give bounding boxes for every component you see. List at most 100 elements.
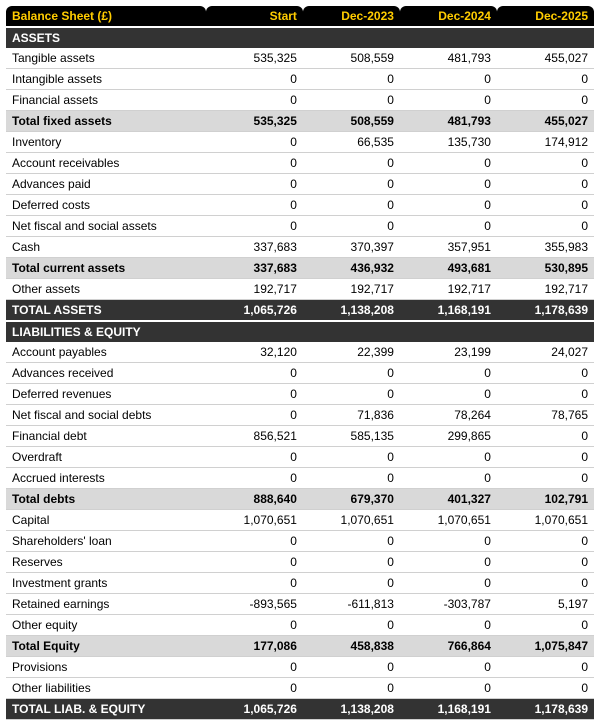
row-value: 535,325 xyxy=(206,48,303,69)
row-value: 481,793 xyxy=(400,111,497,132)
row-value: 493,681 xyxy=(400,258,497,279)
row-value: 0 xyxy=(206,657,303,678)
row-value: 0 xyxy=(206,384,303,405)
row-value: 0 xyxy=(206,468,303,489)
row-value: 0 xyxy=(206,552,303,573)
row-value: 0 xyxy=(497,384,594,405)
table-row: TOTAL LIAB. & EQUITY1,065,7261,138,2081,… xyxy=(6,699,594,720)
row-value: 0 xyxy=(206,573,303,594)
row-value: 0 xyxy=(497,552,594,573)
row-value: 0 xyxy=(303,468,400,489)
table-row: Total debts888,640679,370401,327102,791 xyxy=(6,489,594,510)
header-cell-2023: Dec-2023 xyxy=(303,6,400,27)
row-label: LIABILITIES & EQUITY xyxy=(6,321,594,342)
row-value: 481,793 xyxy=(400,48,497,69)
row-value: 135,730 xyxy=(400,132,497,153)
table-row: Advances paid0000 xyxy=(6,174,594,195)
row-value: 1,065,726 xyxy=(206,699,303,720)
row-value: 1,138,208 xyxy=(303,300,400,322)
row-label: Total current assets xyxy=(6,258,206,279)
row-value: 0 xyxy=(206,174,303,195)
row-value: 357,951 xyxy=(400,237,497,258)
row-value: 0 xyxy=(400,216,497,237)
row-value: 0 xyxy=(497,573,594,594)
row-value: 0 xyxy=(497,657,594,678)
table-row: Capital1,070,6511,070,6511,070,6511,070,… xyxy=(6,510,594,531)
table-row: Shareholders' loan0000 xyxy=(6,531,594,552)
row-value: 0 xyxy=(206,132,303,153)
row-value: 337,683 xyxy=(206,237,303,258)
row-value: -611,813 xyxy=(303,594,400,615)
row-value: 0 xyxy=(303,573,400,594)
table-row: LIABILITIES & EQUITY xyxy=(6,321,594,342)
row-value: 1,070,651 xyxy=(206,510,303,531)
row-value: 0 xyxy=(206,216,303,237)
row-value: 177,086 xyxy=(206,636,303,657)
row-value: 0 xyxy=(400,384,497,405)
table-row: Reserves0000 xyxy=(6,552,594,573)
header-row: Balance Sheet (£) Start Dec-2023 Dec-202… xyxy=(6,6,594,27)
row-value: 1,178,639 xyxy=(497,300,594,322)
row-value: 22,399 xyxy=(303,342,400,363)
row-value: 0 xyxy=(400,552,497,573)
table-row: Total fixed assets535,325508,559481,7934… xyxy=(6,111,594,132)
row-value: 455,027 xyxy=(497,111,594,132)
row-value: 0 xyxy=(303,531,400,552)
row-label: Other liabilities xyxy=(6,678,206,699)
row-label: Reserves xyxy=(6,552,206,573)
row-label: Deferred costs xyxy=(6,195,206,216)
row-value: 0 xyxy=(400,678,497,699)
row-label: Financial debt xyxy=(6,426,206,447)
row-value: 508,559 xyxy=(303,111,400,132)
row-value: 78,765 xyxy=(497,405,594,426)
row-value: 455,027 xyxy=(497,48,594,69)
row-value: 0 xyxy=(303,216,400,237)
row-value: 0 xyxy=(400,195,497,216)
row-value: 458,838 xyxy=(303,636,400,657)
row-value: 1,138,208 xyxy=(303,699,400,720)
row-value: 1,178,639 xyxy=(497,699,594,720)
row-value: 1,065,726 xyxy=(206,300,303,322)
row-value: 0 xyxy=(303,363,400,384)
row-value: 530,895 xyxy=(497,258,594,279)
row-value: 535,325 xyxy=(206,111,303,132)
row-value: 0 xyxy=(497,153,594,174)
row-value: 0 xyxy=(206,195,303,216)
row-label: Advances paid xyxy=(6,174,206,195)
row-value: 0 xyxy=(303,678,400,699)
table-row: Cash337,683370,397357,951355,983 xyxy=(6,237,594,258)
row-value: 299,865 xyxy=(400,426,497,447)
table-row: Investment grants0000 xyxy=(6,573,594,594)
table-row: Account payables32,12022,39923,19924,027 xyxy=(6,342,594,363)
table-row: Financial debt856,521585,135299,8650 xyxy=(6,426,594,447)
row-value: 0 xyxy=(400,90,497,111)
table-row: Advances received0000 xyxy=(6,363,594,384)
row-value: 0 xyxy=(400,531,497,552)
table-row: ASSETS xyxy=(6,27,594,48)
table-row: Inventory066,535135,730174,912 xyxy=(6,132,594,153)
row-value: 0 xyxy=(400,657,497,678)
row-value: 766,864 xyxy=(400,636,497,657)
row-value: 192,717 xyxy=(400,279,497,300)
row-value: 401,327 xyxy=(400,489,497,510)
table-row: Provisions0000 xyxy=(6,657,594,678)
row-label: Retained earnings xyxy=(6,594,206,615)
row-label: Cash xyxy=(6,237,206,258)
row-value: 0 xyxy=(206,615,303,636)
row-value: 23,199 xyxy=(400,342,497,363)
row-value: 0 xyxy=(206,90,303,111)
row-value: 0 xyxy=(400,615,497,636)
table-body: ASSETSTangible assets535,325508,559481,7… xyxy=(6,27,594,720)
table-row: Account receivables0000 xyxy=(6,153,594,174)
row-label: Other equity xyxy=(6,615,206,636)
table-row: Other assets192,717192,717192,717192,717 xyxy=(6,279,594,300)
row-value: 0 xyxy=(400,573,497,594)
row-value: 71,836 xyxy=(303,405,400,426)
row-value: 0 xyxy=(497,447,594,468)
row-label: Shareholders' loan xyxy=(6,531,206,552)
row-value: 436,932 xyxy=(303,258,400,279)
row-value: 1,070,651 xyxy=(303,510,400,531)
row-value: 0 xyxy=(497,468,594,489)
table-row: Retained earnings-893,565-611,813-303,78… xyxy=(6,594,594,615)
row-value: 192,717 xyxy=(303,279,400,300)
